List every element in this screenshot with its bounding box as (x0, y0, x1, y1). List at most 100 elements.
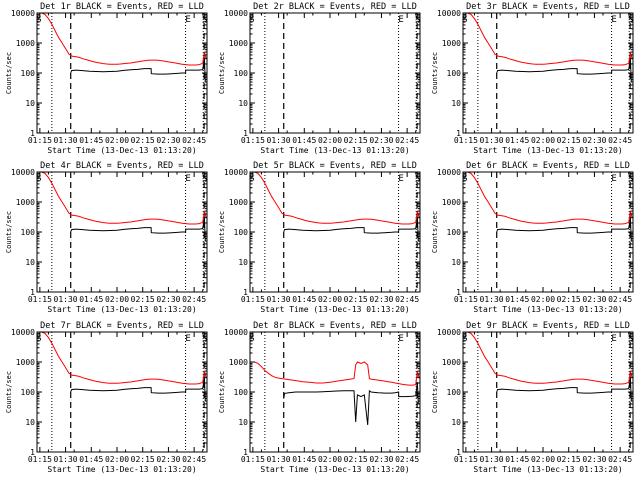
y-axis-title: Counts/sec (431, 371, 439, 413)
y-tick-label: 100 (21, 388, 36, 397)
y-tick-label: 100 (21, 228, 36, 237)
y-tick-label: 1000 (442, 358, 461, 367)
y-tick-label: 100 (234, 69, 249, 78)
panel-title: Det 3r BLACK = Events, RED = LLD (466, 2, 630, 12)
marker-e: E (611, 174, 616, 184)
series-lld-line (37, 13, 207, 66)
y-tick-label: 1000 (229, 198, 248, 207)
x-tick-label: 01:15 (28, 455, 52, 464)
x-tick-label: 02:15 (344, 136, 368, 145)
y-tick-label: 10000 (11, 168, 35, 177)
x-tick-label: 02:30 (582, 295, 606, 304)
x-tick-label: 01:45 (505, 455, 529, 464)
y-axis-title: Counts/sec (5, 211, 13, 253)
y-tick-label: 1 (456, 448, 461, 457)
x-tick-label: 02:15 (557, 136, 581, 145)
x-tick-label: 01:30 (54, 136, 78, 145)
x-tick-label: 01:15 (241, 455, 265, 464)
y-axis-title: Counts/sec (218, 52, 226, 94)
series-lld-line (463, 332, 633, 385)
marker-e: E (185, 334, 190, 344)
x-tick-label: 02:45 (182, 295, 206, 304)
panel-data (250, 172, 420, 242)
y-tick-label: 10 (25, 418, 35, 427)
panel-title: Det 8r BLACK = Events, RED = LLD (253, 321, 417, 331)
panel-title: Det 6r BLACK = Events, RED = LLD (466, 161, 630, 171)
y-tick-label: 1 (243, 288, 248, 297)
x-tick-label: 02:15 (131, 295, 155, 304)
x-tick-label: 01:30 (480, 295, 504, 304)
panel-det-9r: Det 9r BLACK = Events, RED = LLDSES11010… (431, 321, 634, 474)
y-tick-label: 100 (447, 388, 462, 397)
x-tick-label: 02:15 (131, 136, 155, 145)
x-axis-title: Start Time (13-Dec-13 01:13:20) (47, 146, 196, 155)
x-axis-title: Start Time (13-Dec-13 01:13:20) (260, 465, 409, 474)
x-tick-label: 02:45 (395, 455, 419, 464)
x-tick-label: 01:45 (79, 295, 103, 304)
marker-e: E (185, 15, 190, 25)
y-tick-label: 1 (30, 448, 35, 457)
panel-data (250, 361, 420, 425)
y-tick-label: 1 (30, 129, 35, 138)
y-tick-label: 1 (243, 129, 248, 138)
x-tick-label: 02:30 (369, 136, 393, 145)
x-axis-title: Start Time (13-Dec-13 01:13:20) (473, 305, 622, 314)
panel-det-5r: Det 5r BLACK = Events, RED = LLDSES11010… (218, 161, 421, 314)
x-tick-label: 01:15 (28, 136, 52, 145)
y-tick-label: 10 (25, 99, 35, 108)
x-tick-label: 02:30 (582, 455, 606, 464)
series-lld-line (463, 13, 633, 66)
panel-data (37, 172, 207, 242)
x-tick-label: 01:30 (480, 455, 504, 464)
panel-title: Det 4r BLACK = Events, RED = LLD (40, 161, 204, 171)
x-tick-label: 01:30 (267, 136, 291, 145)
x-tick-label: 01:15 (241, 295, 265, 304)
y-axis-title: Counts/sec (5, 371, 13, 413)
y-tick-label: 1 (456, 129, 461, 138)
x-tick-label: 02:00 (318, 295, 342, 304)
y-tick-label: 10000 (224, 168, 248, 177)
series-lld-line (37, 332, 207, 385)
marker-e: E (398, 174, 403, 184)
series-events-line (496, 377, 632, 402)
x-tick-label: 01:30 (54, 295, 78, 304)
y-tick-label: 1 (456, 288, 461, 297)
x-tick-label: 01:15 (241, 136, 265, 145)
x-tick-label: 02:30 (369, 455, 393, 464)
x-tick-label: 02:45 (395, 295, 419, 304)
y-tick-label: 1000 (442, 39, 461, 48)
x-tick-label: 02:30 (156, 455, 180, 464)
panel-data (37, 13, 207, 83)
series-lld-line (250, 361, 420, 386)
x-tick-label: 01:15 (454, 136, 478, 145)
x-tick-label: 02:30 (156, 295, 180, 304)
x-tick-label: 01:45 (79, 136, 103, 145)
panel-det-3r: Det 3r BLACK = Events, RED = LLDSES11010… (431, 2, 634, 155)
y-tick-label: 100 (447, 228, 462, 237)
x-tick-label: 02:45 (608, 455, 632, 464)
panel-data (463, 13, 633, 83)
panel-title: Det 7r BLACK = Events, RED = LLD (40, 321, 204, 331)
x-tick-label: 01:30 (267, 455, 291, 464)
x-axis-title: Start Time (13-Dec-13 01:13:20) (260, 146, 409, 155)
y-tick-label: 10000 (224, 328, 248, 337)
y-axis-title: Counts/sec (218, 211, 226, 253)
x-tick-label: 02:00 (105, 455, 129, 464)
y-tick-label: 10000 (11, 328, 35, 337)
y-tick-label: 10000 (224, 9, 248, 18)
y-tick-label: 1000 (16, 358, 35, 367)
x-tick-label: 02:45 (608, 136, 632, 145)
x-tick-label: 01:45 (292, 455, 316, 464)
x-tick-label: 01:30 (54, 455, 78, 464)
x-tick-label: 02:45 (395, 136, 419, 145)
y-tick-label: 10000 (437, 9, 461, 18)
y-tick-label: 1 (30, 288, 35, 297)
y-tick-label: 100 (447, 69, 462, 78)
panel-title: Det 9r BLACK = Events, RED = LLD (466, 321, 630, 331)
x-tick-label: 02:15 (344, 455, 368, 464)
y-axis-title: Counts/sec (431, 52, 439, 94)
panel-det-4r: Det 4r BLACK = Events, RED = LLDSES11010… (5, 161, 208, 314)
y-tick-label: 10 (451, 418, 461, 427)
